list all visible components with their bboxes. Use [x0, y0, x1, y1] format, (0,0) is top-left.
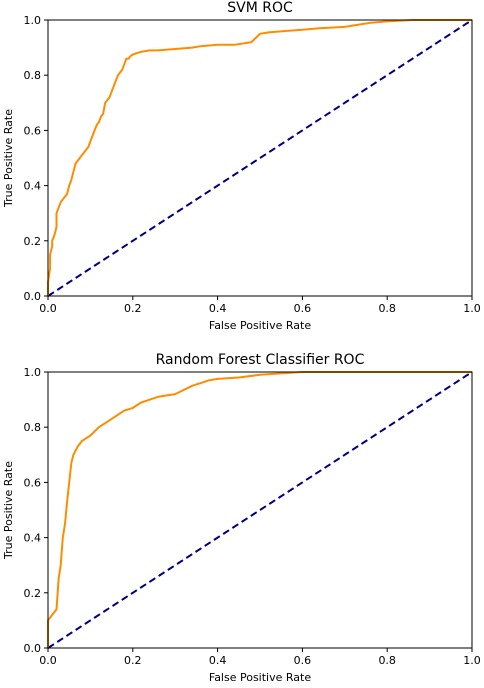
x-tick-label: 0.0 [39, 654, 57, 667]
y-tick-label: 1.0 [24, 366, 42, 379]
x-tick-label: 0.0 [39, 302, 57, 315]
plot-frame [47, 371, 473, 649]
x-tick-label: 0.6 [294, 654, 312, 667]
x-tick-label: 0.6 [294, 302, 312, 315]
y-tick-label: 0.6 [24, 124, 42, 137]
y-axis-label: True Positive Rate [2, 461, 15, 560]
roc-curve-line [47, 19, 472, 296]
chart-panel-2: Random Forest Classifier ROC 0.0 0.2 0.4 0.6… [2, 352, 481, 684]
chart-title: SVM ROC [227, 0, 293, 16]
x-axis-label: False Positive Rate [209, 671, 311, 684]
chance-diagonal-line [47, 371, 473, 649]
x-tick-label: 1.0 [463, 302, 481, 315]
x-tick-label: 0.4 [209, 302, 227, 315]
x-tick-label: 1.0 [463, 654, 481, 667]
x-tick-label: 0.2 [124, 654, 142, 667]
y-tick-label: 0.6 [24, 476, 42, 489]
plot-frame [47, 19, 473, 297]
y-tick-label: 0.2 [24, 235, 42, 248]
y-tick-label: 1.0 [24, 14, 42, 27]
x-tick-label: 0.4 [209, 654, 227, 667]
y-tick-label: 0.0 [24, 642, 42, 655]
chart-panel-1: SVM ROC 0.0 0.2 0.4 0.6 0.8 1.0 0.0 0.2 0.4 0.6 0.8… [2, 0, 481, 332]
x-tick-label: 0.8 [378, 302, 396, 315]
y-tick-label: 0.2 [24, 587, 42, 600]
x-axis-label: False Positive Rate [209, 319, 311, 332]
y-tick-label: 0.8 [24, 421, 42, 434]
y-tick-label: 0.0 [24, 290, 42, 303]
y-tick-label: 0.4 [24, 180, 42, 193]
chance-diagonal-line [47, 19, 473, 297]
y-tick-label: 0.8 [24, 69, 42, 82]
x-tick-label: 0.8 [378, 654, 396, 667]
y-axis-label: True Positive Rate [2, 109, 15, 208]
y-tick-label: 0.4 [24, 532, 42, 545]
x-tick-label: 0.2 [124, 302, 142, 315]
chart-title: Random Forest Classifier ROC [156, 352, 365, 368]
roc-curve-line [47, 371, 472, 648]
